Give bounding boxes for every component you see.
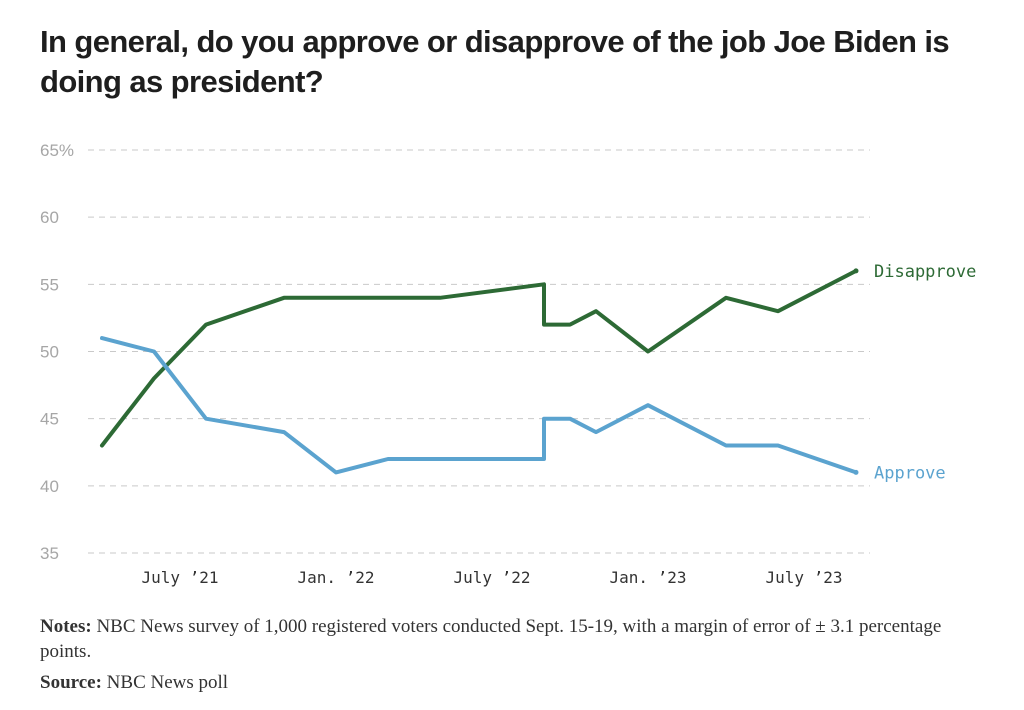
- source-text: NBC News poll: [101, 672, 229, 693]
- chart-source: Source: NBC News poll: [40, 670, 228, 695]
- x-tick-label: July ’22: [453, 568, 530, 587]
- series-end-point: [853, 469, 859, 475]
- x-tick-label: Jan. ’22: [297, 568, 374, 587]
- y-tick-label: 45: [40, 410, 59, 429]
- y-tick-label: 40: [40, 477, 59, 496]
- series-end-point: [853, 268, 859, 274]
- x-tick-label: July ’23: [765, 568, 842, 587]
- series-line-disapprove: [100, 268, 858, 448]
- source-label: Source:: [40, 672, 102, 693]
- y-tick-label: 55: [40, 275, 59, 294]
- y-tick-label: 65%: [40, 141, 74, 160]
- y-tick-label: 50: [40, 343, 59, 362]
- line-chart: 65% 60 55 50 45 40 35 July ’21 Jan. ’22 July ’22 J…: [40, 141, 976, 587]
- notes-label: Notes:: [40, 616, 92, 637]
- y-tick-label: 35: [40, 544, 59, 563]
- chart-notes: Notes: NBC News survey of 1,000 register…: [40, 614, 990, 664]
- notes-text: NBC News survey of 1,000 registered vote…: [40, 616, 942, 662]
- series-label-approve: Approve: [874, 463, 946, 483]
- y-tick-label: 60: [40, 208, 59, 227]
- series-label-disapprove: Disapprove: [874, 262, 976, 282]
- series-line-approve: [100, 336, 858, 475]
- chart-title: In general, do you approve or disapprove…: [40, 24, 950, 99]
- x-tick-label: Jan. ’23: [609, 568, 686, 587]
- x-tick-label: July ’21: [141, 568, 218, 587]
